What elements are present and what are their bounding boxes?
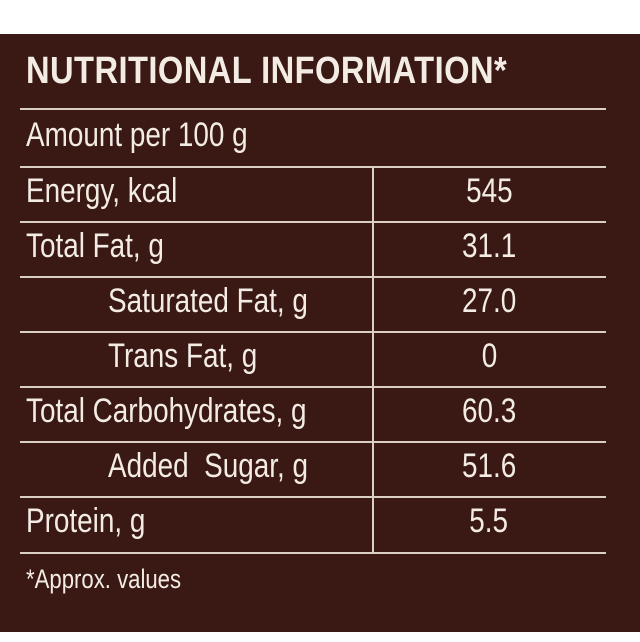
- row-divider: [20, 496, 606, 498]
- nutrition-panel: NUTRITIONAL INFORMATION* Amount per 100 …: [0, 34, 640, 632]
- amount-label: Amount per 100 g: [26, 116, 248, 154]
- title-divider: [20, 108, 606, 110]
- row-label-saturated-fat: Saturated Fat, g: [108, 282, 308, 320]
- row-divider: [20, 331, 606, 333]
- row-value-protein: 5.5: [469, 502, 509, 540]
- row-label-energy: Energy, kcal: [26, 172, 178, 210]
- row-label-total-carbohydrates: Total Carbohydrates, g: [26, 392, 307, 430]
- row-divider: [20, 386, 606, 388]
- row-divider: [20, 276, 606, 278]
- column-divider: [372, 166, 374, 552]
- row-divider: [20, 441, 606, 443]
- row-label-protein: Protein, g: [26, 502, 146, 540]
- row-value-saturated-fat: 27.0: [461, 282, 517, 320]
- row-value-total-fat: 31.1: [461, 227, 517, 265]
- row-label-added-sugar: Added Sugar, g: [108, 447, 308, 485]
- row-value-total-carbohydrates: 60.3: [461, 392, 517, 430]
- nutrition-title: NUTRITIONAL INFORMATION*: [26, 50, 508, 92]
- row-value-trans-fat: 0: [481, 337, 497, 375]
- row-divider: [20, 221, 606, 223]
- footnote: *Approx. values: [26, 564, 182, 594]
- table-bottom-rule: [20, 552, 606, 554]
- row-value-energy: 545: [465, 172, 513, 210]
- row-divider: [20, 166, 606, 168]
- row-value-added-sugar: 51.6: [461, 447, 517, 485]
- row-label-trans-fat: Trans Fat, g: [108, 337, 258, 375]
- row-label-total-fat: Total Fat, g: [26, 227, 164, 265]
